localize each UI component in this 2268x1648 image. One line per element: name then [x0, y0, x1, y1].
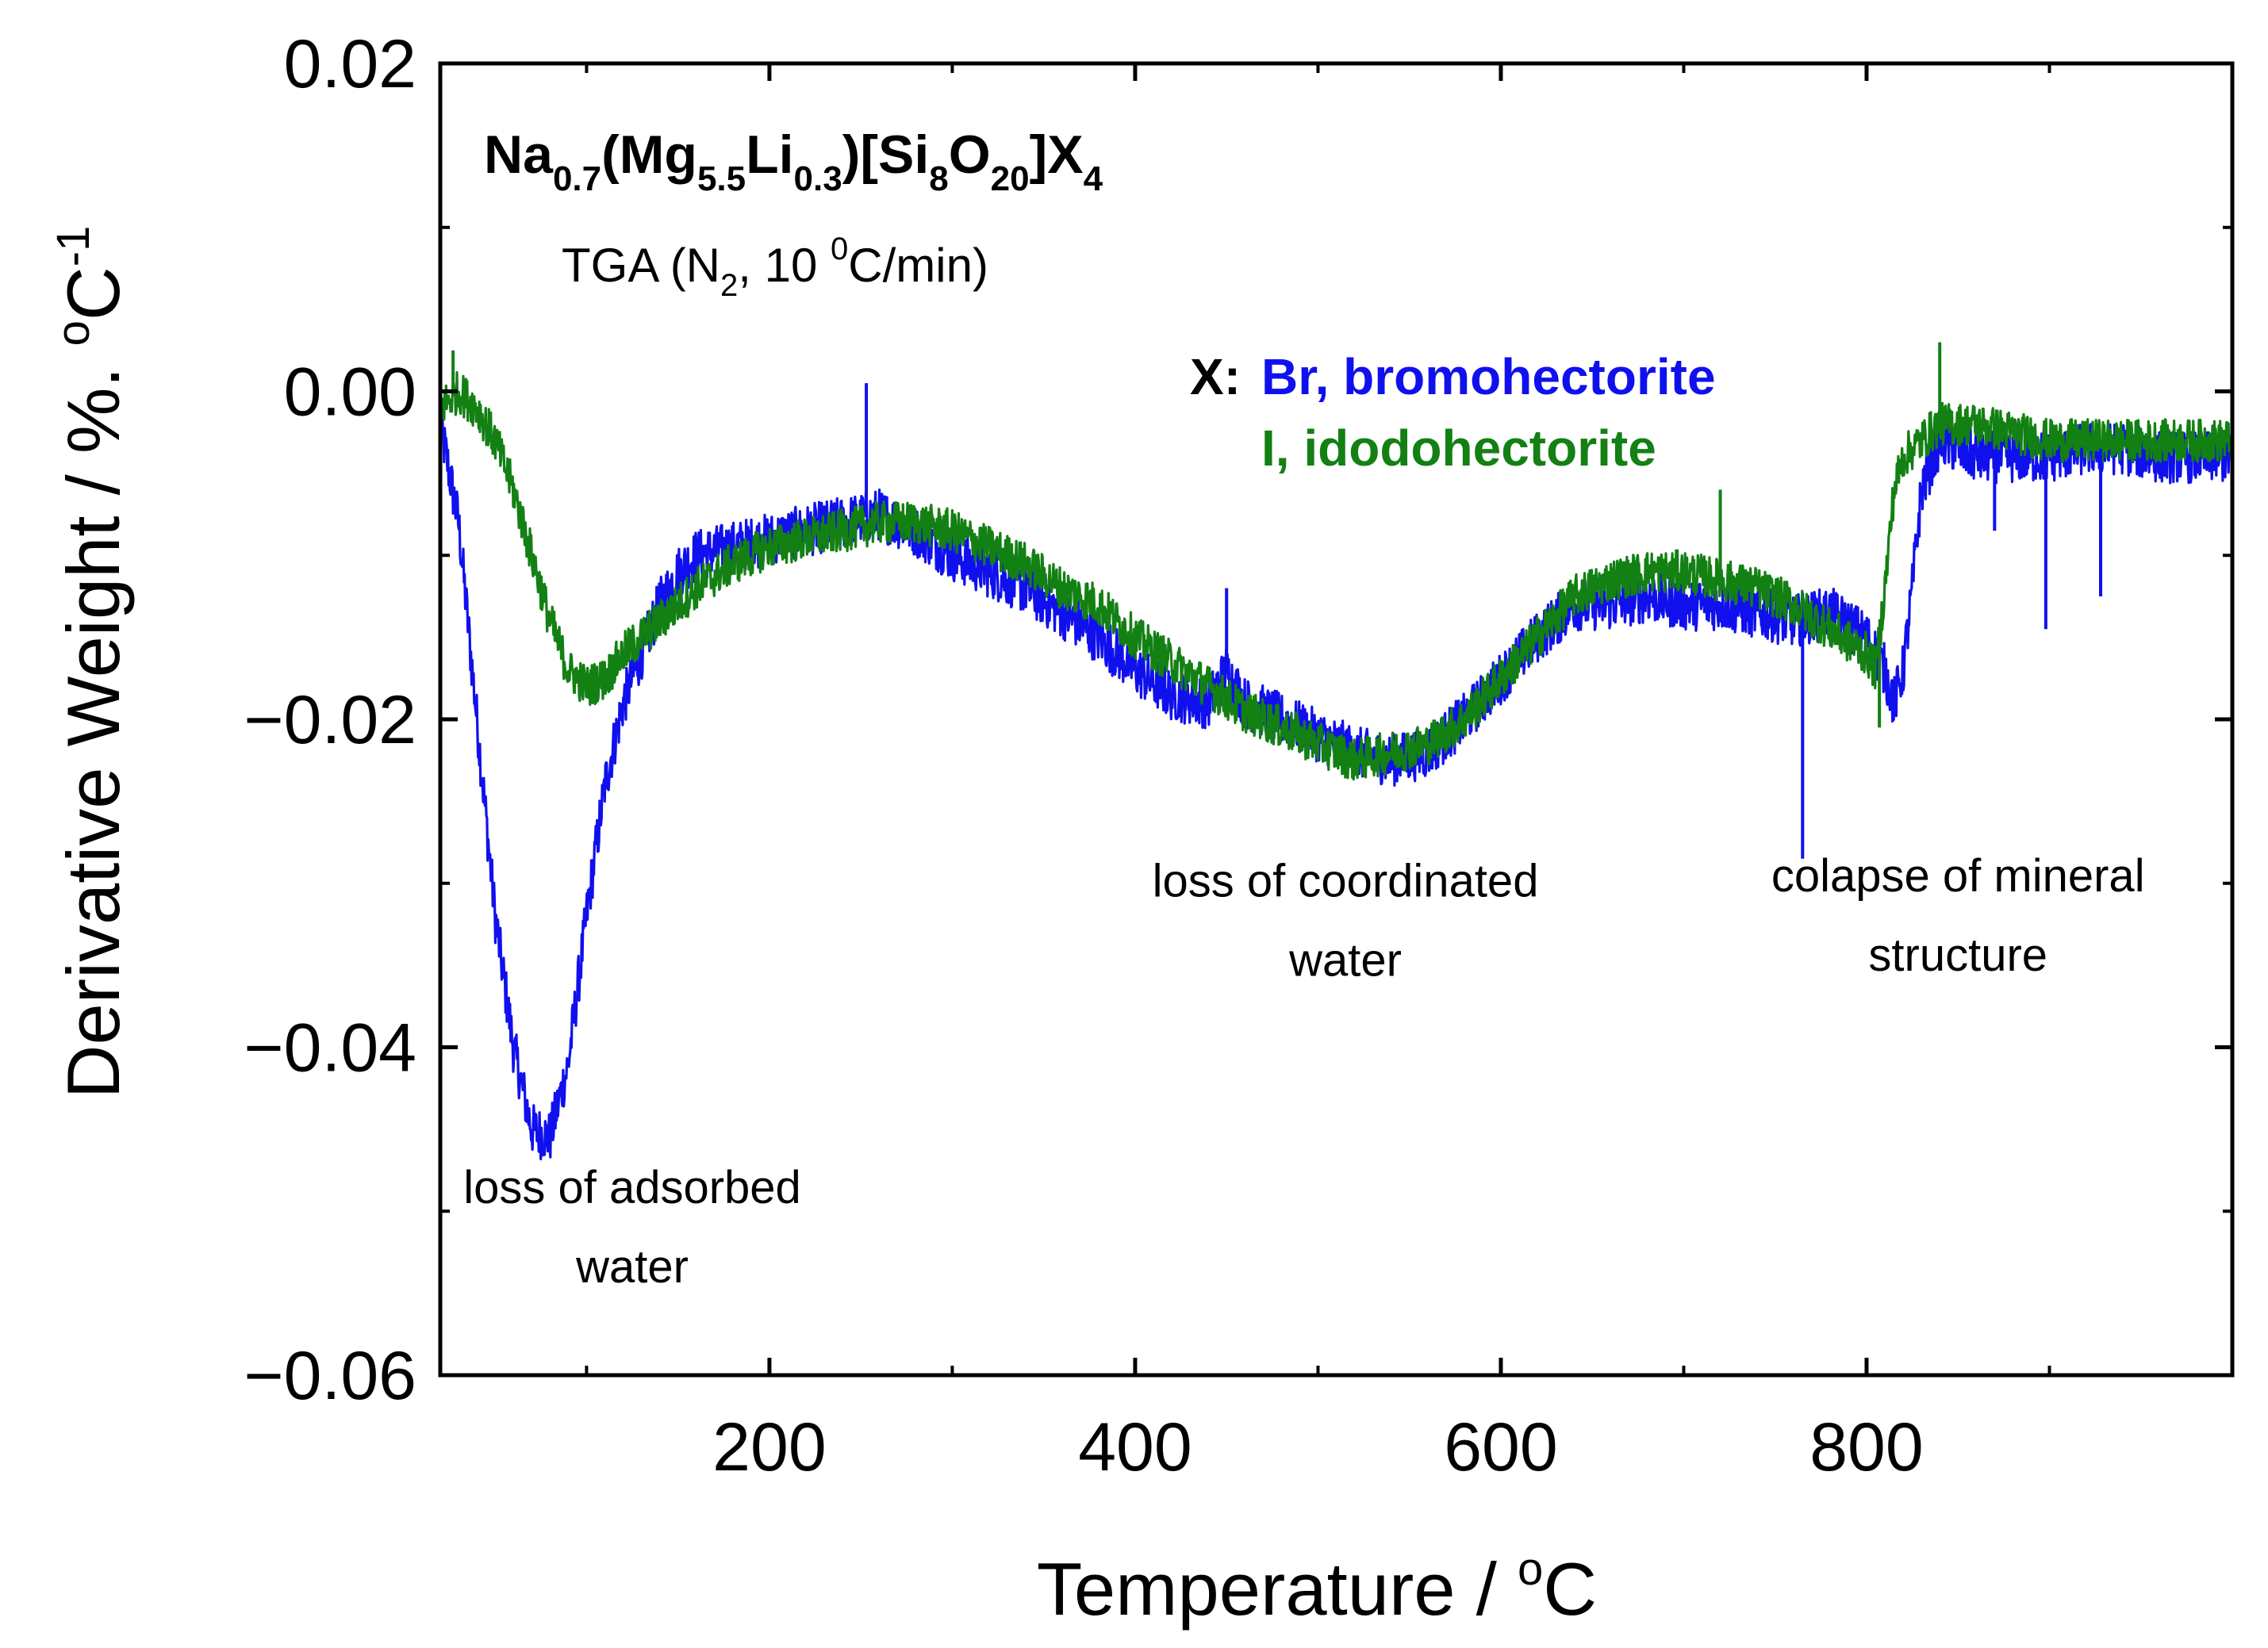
- ticks-layer: 200 400 600 800 0.02 0.00 −0.02 −0.04 −0.06: [244, 26, 2232, 1485]
- x-tick-label: 400: [1078, 1409, 1192, 1485]
- legend: X: Br, bromohectorite I, idodohectorite: [1190, 348, 1716, 477]
- y-tick-label: 0.02: [284, 26, 416, 102]
- y-tick-label: −0.04: [244, 1010, 416, 1087]
- series-line-idodohectorite: [439, 371, 2233, 781]
- y-tick-label: −0.06: [244, 1338, 416, 1414]
- x-tick-label: 200: [712, 1409, 827, 1485]
- annotation-coordinated-water-line-1: loss of coordinated: [1153, 855, 1539, 906]
- series-line-bromohectorite: [439, 407, 2233, 1161]
- annotation-mineral-collapse-line-1: colapse of mineral: [1771, 850, 2145, 902]
- legend-entry-idodohectorite: I, idodohectorite: [1261, 420, 1656, 477]
- y-tick-label: −0.02: [244, 682, 416, 758]
- y-axis-title: Derivative Weight / %. oC-1: [48, 226, 135, 1099]
- annotation-adsorbed-water-line-2: water: [575, 1241, 689, 1293]
- annotation-adsorbed-water-line-1: loss of adsorbed: [463, 1162, 801, 1213]
- annotation-coordinated-water-line-2: water: [1288, 934, 1402, 986]
- x-tick-label: 800: [1809, 1409, 1924, 1485]
- x-tick-label: 600: [1444, 1409, 1558, 1485]
- series-layer: [439, 342, 2233, 1161]
- chart-title: Na0.7(Mg5.5Li0.3)[Si8O20]X4: [484, 125, 1103, 198]
- legend-entry-bromohectorite: Br, bromohectorite: [1261, 348, 1716, 405]
- x-axis-title: Temperature / oC: [1037, 1543, 1597, 1631]
- legend-prefix: X:: [1190, 348, 1241, 405]
- chart-subtitle: TGA (N2, 10 0C/min): [562, 232, 988, 303]
- annotations-layer: loss of adsorbed water loss of coordinat…: [463, 850, 2144, 1293]
- y-tick-label: 0.00: [284, 355, 416, 431]
- annotation-mineral-collapse-line-2: structure: [1868, 929, 2047, 981]
